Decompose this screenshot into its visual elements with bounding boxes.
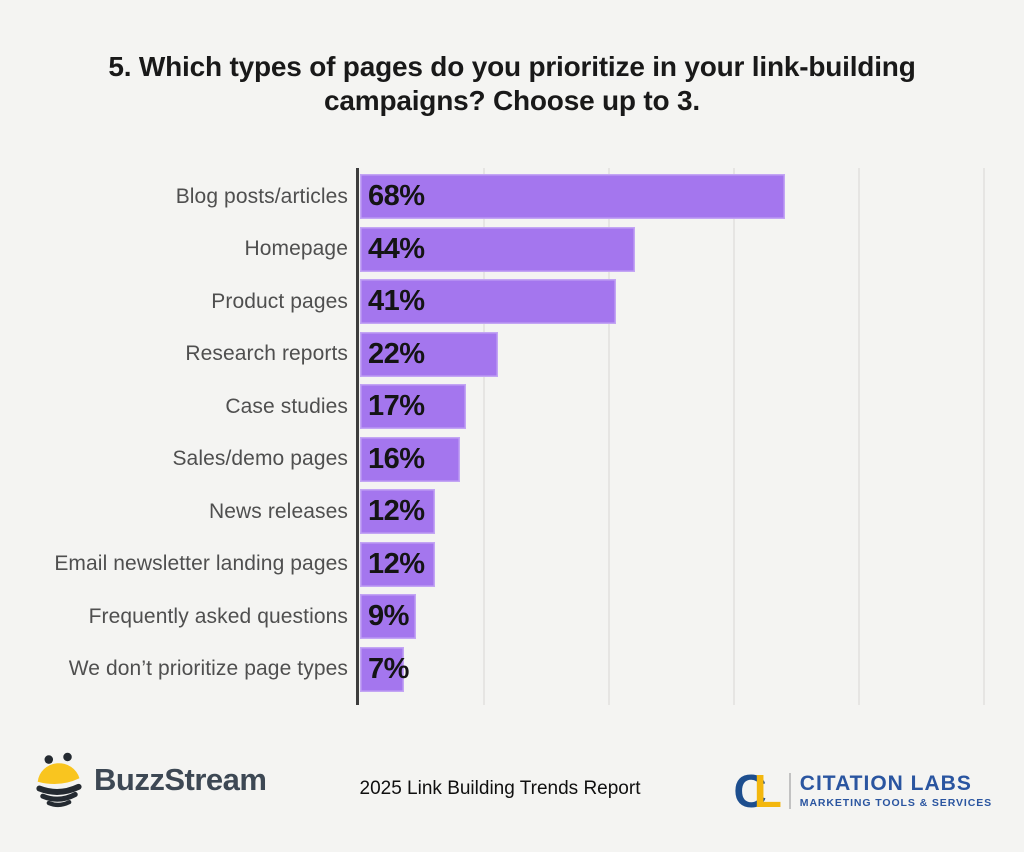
bar-row: Case studies 17% <box>0 384 1024 430</box>
bar-row: Blog posts/articles 68% <box>0 174 1024 219</box>
value-label: 68% <box>368 180 425 212</box>
bar-row: Sales/demo pages 16% <box>0 436 1024 482</box>
page-title: 5. Which types of pages do you prioritiz… <box>50 50 974 118</box>
page-title-line-2: campaigns? Choose up to 3. <box>324 85 700 116</box>
bar: 9% <box>360 594 417 640</box>
bar-track: 12% <box>360 541 985 587</box>
bar-track: 44% <box>360 226 985 272</box>
bar-row: Email newsletter landing pages 12% <box>0 541 1024 587</box>
category-label: Frequently asked questions <box>88 604 348 628</box>
value-label: 16% <box>368 442 425 475</box>
value-label: 12% <box>368 547 425 580</box>
bar-row: Product pages 41% <box>0 279 1024 325</box>
bar: 44% <box>360 226 635 272</box>
axis-line <box>356 168 359 705</box>
value-label: 22% <box>368 337 425 370</box>
monogram-c: C <box>733 765 767 817</box>
gridline <box>733 168 735 705</box>
value-label: 9% <box>368 600 409 633</box>
category-label: Research reports <box>185 342 348 366</box>
citation-labs-name: CITATION LABS <box>799 772 972 795</box>
category-label: Case studies <box>225 394 348 418</box>
category-label: Email newsletter landing pages <box>54 552 348 576</box>
bar-track: 9% <box>360 594 985 640</box>
citation-labs-logo: CL CITATION LABS MARKETING TOOLS & SERVI… <box>733 768 992 814</box>
bar: 12% <box>360 489 435 535</box>
gridline <box>858 168 860 705</box>
bar-row: We don’t prioritize page types 7% <box>0 646 1024 692</box>
value-label: 44% <box>368 232 425 265</box>
bar-track: 12% <box>360 489 985 535</box>
bar: 17% <box>360 384 467 430</box>
bar-track: 68% <box>360 174 985 219</box>
category-label: Product pages <box>211 289 348 313</box>
bar-row: Research reports 22% <box>0 331 1024 377</box>
value-label: 12% <box>368 495 425 528</box>
citation-labs-monogram: CL <box>733 768 781 814</box>
bar-track: 7% <box>360 646 985 692</box>
bar: 41% <box>360 279 617 325</box>
report-title: 2025 Link Building Trends Report <box>359 778 641 799</box>
bar-rows: Blog posts/articles 68% Homepage 44% Pro… <box>0 174 1024 692</box>
bar-chart: Blog posts/articles 68% Homepage 44% Pro… <box>0 165 1024 713</box>
bar: 22% <box>360 331 498 377</box>
bar: 7% <box>360 646 409 692</box>
value-label: 41% <box>368 285 425 318</box>
category-label: News releases <box>208 499 348 523</box>
logo-divider <box>788 773 791 809</box>
gridline <box>608 168 610 705</box>
bar: 12% <box>360 541 435 587</box>
gridline <box>983 168 985 705</box>
buzzstream-wordmark: BuzzStream <box>94 762 267 797</box>
category-label: Sales/demo pages <box>172 447 348 471</box>
bar-row: Frequently asked questions 9% <box>0 594 1024 640</box>
citation-labs-tagline: MARKETING TOOLS & SERVICES <box>799 797 992 809</box>
citation-labs-text: CITATION LABS MARKETING TOOLS & SERVICES <box>799 772 992 810</box>
page-title-line-1: 5. Which types of pages do you prioritiz… <box>108 51 916 82</box>
monogram-l: L <box>753 765 782 817</box>
category-label: Blog posts/articles <box>175 184 348 208</box>
bar-track: 17% <box>360 384 985 430</box>
buzzstream-logo: BuzzStream <box>36 750 267 810</box>
bar-row: News releases 12% <box>0 489 1024 535</box>
bar: 68% <box>360 174 785 219</box>
value-label: 7% <box>368 652 409 685</box>
bar-track: 16% <box>360 436 985 482</box>
bee-icon <box>36 752 82 808</box>
value-label: 17% <box>368 390 425 423</box>
bar-row: Homepage 44% <box>0 226 1024 272</box>
bar-track: 22% <box>360 331 985 377</box>
gridlines <box>359 168 985 705</box>
category-label: We don’t prioritize page types <box>68 657 348 681</box>
gridline <box>483 168 485 705</box>
bar-track: 41% <box>360 279 985 325</box>
bar: 16% <box>360 436 460 482</box>
category-label: Homepage <box>244 237 348 261</box>
